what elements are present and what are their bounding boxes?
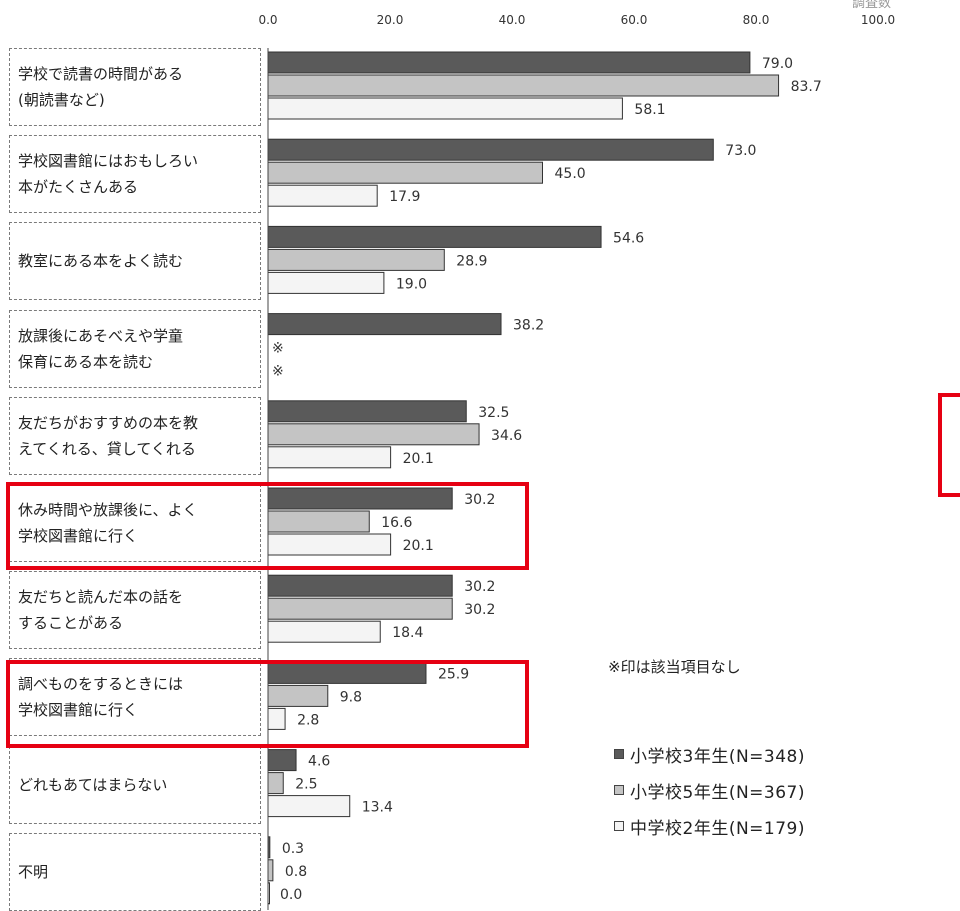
bar-value-label: 4.6 xyxy=(308,754,330,770)
x-tick-label: 60.0 xyxy=(621,13,648,27)
bar-value-label: 19.0 xyxy=(396,276,427,292)
not-applicable-mark: ※ xyxy=(272,341,284,357)
bar-g3 xyxy=(267,574,453,597)
corner-cut-text: 調査数 xyxy=(852,0,892,11)
bar-value-label: 58.1 xyxy=(634,102,665,118)
bar-g5 xyxy=(267,74,780,97)
bar-value-label: 79.0 xyxy=(762,56,793,72)
bar-g5 xyxy=(267,423,480,446)
bar-value-label: 73.0 xyxy=(725,143,756,159)
category-label: 調べものをするときには 学校図書館に行く xyxy=(9,658,261,737)
bar-jh2 xyxy=(267,184,378,207)
bar-g3 xyxy=(267,313,502,336)
category-label: 学校図書館にはおもしろい 本がたくさんある xyxy=(9,135,261,214)
bar-value-label: 9.8 xyxy=(340,689,362,705)
legend-item-g5: 小学校5年生(N=367) xyxy=(614,772,805,808)
bar-value-label: 0.3 xyxy=(282,841,304,857)
chart-legend: 小学校3年生(N=348) 小学校5年生(N=367) 中学校2年生(N=179… xyxy=(614,736,805,844)
bar-value-label: 2.5 xyxy=(295,777,317,793)
bar-value-label: 38.2 xyxy=(513,318,544,334)
legend-item-g3: 小学校3年生(N=348) xyxy=(614,736,805,772)
x-tick-label: 0.0 xyxy=(258,13,277,27)
bar-jh2 xyxy=(267,620,381,643)
highlight-box-research-library xyxy=(6,660,529,748)
legend-item-jh2: 中学校2年生(N=179) xyxy=(614,808,805,844)
bar-g5 xyxy=(267,597,453,620)
legend-label-g5: 小学校5年生(N=367) xyxy=(630,782,805,803)
category-label: 友だちがおすすめの本を教 えてくれる、貸してくれる xyxy=(9,396,261,475)
bar-value-label: 45.0 xyxy=(555,166,586,182)
highlight-box-right-edge xyxy=(938,393,960,497)
bar-g3 xyxy=(267,138,714,161)
bar-value-label: 2.8 xyxy=(297,712,319,728)
bar-jh2 xyxy=(267,271,385,294)
category-label: 放課後にあそべえや学童 保育にある本を読む xyxy=(9,309,261,388)
category-label: 不明 xyxy=(9,832,261,911)
bar-value-label: 30.2 xyxy=(464,492,495,508)
category-label: どれもあてはまらない xyxy=(9,745,261,824)
bar-g5 xyxy=(267,859,274,882)
legend-swatch-jh2 xyxy=(614,821,624,831)
bar-jh2 xyxy=(267,795,351,818)
not-applicable-mark: ※ xyxy=(272,364,284,380)
bar-value-label: 13.4 xyxy=(362,800,393,816)
bar-value-label: 83.7 xyxy=(791,79,822,95)
bar-g5 xyxy=(267,161,543,184)
category-label: 友だちと読んだ本の話を することがある xyxy=(9,571,261,650)
bar-g5 xyxy=(267,772,284,795)
bar-value-label: 30.2 xyxy=(464,602,495,618)
bar-value-label: 17.9 xyxy=(389,189,420,205)
bar-value-label: 30.2 xyxy=(464,579,495,595)
category-label: 学校で読書の時間がある (朝読書など) xyxy=(9,48,261,126)
x-tick-label: 100.0 xyxy=(861,13,895,27)
bar-g3 xyxy=(267,51,751,74)
bar-g3 xyxy=(267,400,467,423)
x-tick-label: 80.0 xyxy=(743,13,770,27)
bar-value-label: 34.6 xyxy=(491,428,522,444)
bar-jh2 xyxy=(267,97,623,120)
legend-label-g3: 小学校3年生(N=348) xyxy=(630,746,805,767)
bar-g3 xyxy=(267,749,297,772)
bar-g5 xyxy=(267,248,445,271)
legend-swatch-g3 xyxy=(614,749,624,759)
legend-label-jh2: 中学校2年生(N=179) xyxy=(630,818,805,839)
bar-value-label: 0.8 xyxy=(285,864,307,880)
bar-value-label: 20.1 xyxy=(403,451,434,467)
x-tick-label: 20.0 xyxy=(377,13,404,27)
category-label: 休み時間や放課後に、よく 学校図書館に行く xyxy=(9,484,261,562)
category-label: 教室にある本をよく読む xyxy=(9,222,261,301)
bar-value-label: 20.1 xyxy=(403,538,434,554)
bar-value-label: 25.9 xyxy=(438,666,469,682)
x-tick-label: 40.0 xyxy=(499,13,526,27)
bar-jh2 xyxy=(267,446,392,469)
highlight-box-break-library xyxy=(6,482,529,570)
bar-value-label: 28.9 xyxy=(456,253,487,269)
chart-note: ※印は該当項目なし xyxy=(608,658,741,676)
legend-swatch-g5 xyxy=(614,785,624,795)
bar-g3 xyxy=(267,225,602,248)
bar-value-label: 16.6 xyxy=(381,515,412,531)
bar-value-label: 18.4 xyxy=(392,625,423,641)
bar-value-label: 0.0 xyxy=(280,887,302,903)
bar-value-label: 32.5 xyxy=(478,405,509,421)
bar-value-label: 54.6 xyxy=(613,230,644,246)
